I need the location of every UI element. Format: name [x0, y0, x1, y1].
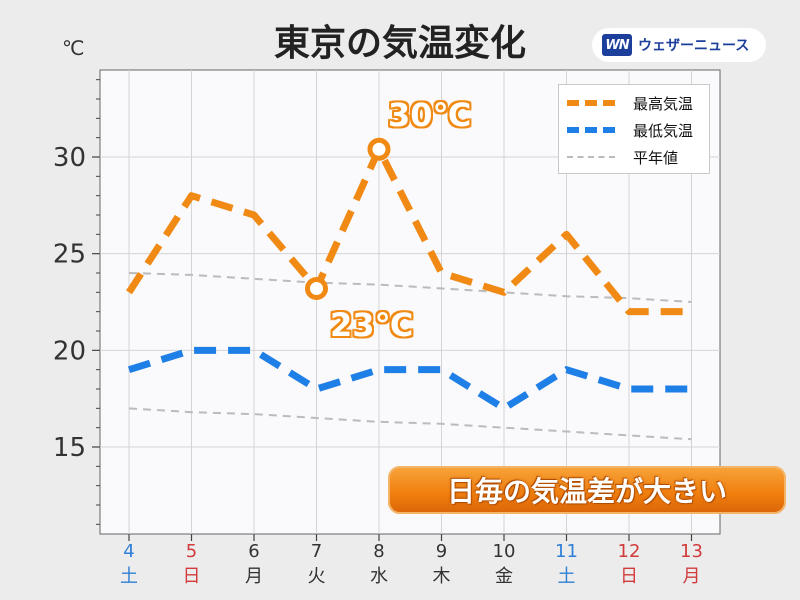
annotation-marker-1 — [305, 276, 328, 300]
x-tick-label-weekday: 金 — [495, 566, 513, 587]
annotation-max-low: 23℃ — [330, 306, 414, 344]
x-tick-label-day: 4 — [123, 541, 134, 562]
series-line-2 — [128, 272, 692, 303]
legend-swatch-max — [567, 100, 615, 106]
page-title: 東京の気温変化 — [273, 23, 526, 64]
x-tick-label-day: 11 — [555, 541, 578, 562]
legend-label-max: 最高気温 — [633, 94, 694, 113]
annotation-max-high: 30℃ — [388, 96, 472, 134]
x-tick-label-day: 10 — [493, 541, 516, 562]
annotation-marker-0 — [367, 137, 391, 161]
y-tick-label: 30 — [53, 143, 86, 173]
y-tick-label: 15 — [53, 433, 86, 463]
brand-name: ウェザーニュース — [638, 38, 750, 54]
legend-item-normal: 平年値 — [567, 145, 678, 169]
x-tick-label-weekday: 月 — [245, 566, 263, 587]
x-tick-label-weekday: 日 — [620, 566, 638, 587]
x-tick-label-day: 12 — [618, 541, 641, 562]
brand-mark-icon: WN — [602, 34, 632, 56]
x-tick-label-day: 7 — [311, 541, 322, 562]
legend-item-min: 最低気温 — [567, 118, 693, 142]
x-tick-label-weekday: 日 — [183, 566, 201, 587]
x-tick-label-weekday: 火 — [308, 566, 326, 587]
x-tick-label-weekday: 月 — [683, 566, 701, 587]
x-tick-label-day: 13 — [680, 541, 703, 562]
x-tick-label-day: 6 — [248, 541, 259, 562]
legend-swatch-min — [567, 127, 615, 133]
series-line-0 — [126, 145, 692, 316]
legend-label-min: 最低気温 — [633, 121, 694, 140]
legend: 最高気温 最低気温 平年値 — [558, 84, 710, 174]
brand-logo: WN ウェザーニュース — [592, 28, 766, 62]
x-tick-label-weekday: 土 — [558, 566, 576, 587]
x-tick-label-weekday: 木 — [433, 566, 451, 587]
legend-swatch-normal — [567, 156, 615, 158]
legend-label-normal: 平年値 — [633, 148, 679, 167]
legend-item-max: 最高気温 — [567, 91, 693, 115]
x-tick-label-weekday: 水 — [370, 566, 388, 587]
x-tick-label-weekday: 土 — [120, 566, 138, 587]
series-line-3 — [128, 407, 692, 441]
y-tick-label: 25 — [53, 240, 86, 270]
x-tick-label-day: 9 — [436, 541, 447, 562]
x-tick-label-day: 5 — [186, 541, 197, 562]
headline-banner: 日毎の気温差が大きい — [388, 466, 786, 514]
y-tick-label: 20 — [53, 336, 86, 366]
y-axis-unit-label: ℃ — [62, 36, 85, 60]
x-tick-label-day: 8 — [373, 541, 384, 562]
